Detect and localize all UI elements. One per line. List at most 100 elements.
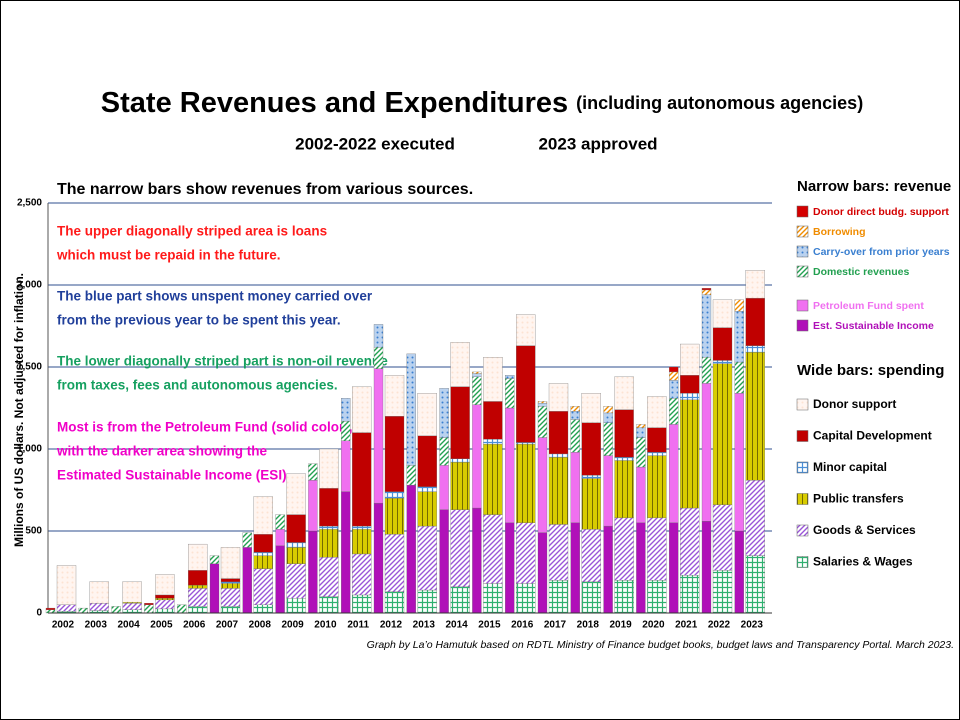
bar-segment bbox=[483, 401, 503, 440]
bar-segment bbox=[417, 589, 437, 614]
bar-segment bbox=[701, 288, 712, 291]
bar-segment bbox=[220, 583, 241, 589]
bar-segment bbox=[155, 594, 175, 599]
bar-segment bbox=[472, 404, 482, 509]
bar-segment bbox=[537, 437, 548, 533]
bar-segment bbox=[439, 465, 449, 510]
bar-segment bbox=[505, 375, 515, 379]
title-line: State Revenues and Expenditures (includin… bbox=[101, 87, 863, 119]
bar-segment bbox=[701, 357, 712, 384]
bar-segment bbox=[286, 542, 306, 548]
bar-segment bbox=[636, 424, 646, 428]
bar-segment bbox=[614, 409, 634, 458]
bar-segment bbox=[352, 553, 372, 596]
x-tick-label: 2010 bbox=[314, 620, 337, 631]
bar-segment bbox=[220, 578, 241, 582]
bar-segment bbox=[341, 420, 351, 441]
bar-segment bbox=[548, 453, 569, 458]
bar-segment bbox=[450, 461, 470, 510]
bar-segment bbox=[472, 376, 482, 405]
legend-swatch bbox=[796, 556, 809, 568]
bar-segment bbox=[286, 563, 306, 599]
bar-segment bbox=[253, 552, 273, 556]
legend-title: Wide bars: spending bbox=[797, 362, 944, 379]
bar-segment bbox=[581, 529, 601, 582]
bar-segment bbox=[384, 534, 405, 592]
bar-segment bbox=[472, 371, 482, 374]
bar-segment bbox=[45, 607, 56, 610]
x-tick-label: 2013 bbox=[413, 620, 436, 631]
legend-label: Donor direct budg. support bbox=[813, 206, 949, 218]
bar-segment bbox=[712, 570, 733, 614]
bar-segment bbox=[712, 360, 733, 364]
bar-segment bbox=[308, 463, 318, 481]
annotation: The lower diagonally striped part is non… bbox=[57, 354, 388, 369]
y-tick-label: 0 bbox=[36, 608, 42, 619]
bar-segment bbox=[603, 406, 613, 414]
bar-segment bbox=[636, 427, 646, 438]
bar-segment bbox=[319, 488, 339, 527]
bar-segment bbox=[450, 586, 470, 614]
annotation: from the previous year to be spent this … bbox=[57, 313, 341, 328]
bar-segment bbox=[384, 416, 405, 492]
bar-segment bbox=[647, 580, 667, 614]
bar-segment bbox=[505, 522, 515, 614]
bar-segment bbox=[581, 393, 601, 423]
bar-segment bbox=[647, 455, 667, 519]
bar-segment bbox=[548, 383, 569, 412]
bar-segment bbox=[516, 443, 536, 523]
bar-segment bbox=[373, 368, 384, 504]
bar-segment bbox=[56, 604, 77, 612]
bar-segment bbox=[636, 437, 646, 468]
legend-label: Donor support bbox=[813, 397, 896, 411]
bar-segment bbox=[450, 342, 470, 387]
bar-segment bbox=[548, 457, 569, 525]
legend-label: Petroleum Fund spent bbox=[813, 300, 924, 312]
bar-segment bbox=[701, 521, 712, 614]
bar-segment bbox=[537, 402, 548, 407]
bar-segment bbox=[450, 509, 470, 587]
bar-segment bbox=[647, 452, 667, 456]
bar-segment bbox=[319, 529, 339, 558]
bar-segment bbox=[417, 525, 437, 591]
x-tick-label: 2016 bbox=[511, 620, 534, 631]
bar-segment bbox=[516, 314, 536, 346]
y-tick-label: 2,500 bbox=[17, 198, 42, 209]
bar-segment bbox=[155, 574, 175, 596]
bar-segment bbox=[253, 555, 273, 569]
annotation: with the darker area showing the bbox=[56, 444, 268, 459]
x-tick-label: 2023 bbox=[741, 620, 764, 631]
bar-segment bbox=[680, 575, 700, 614]
bar-segment bbox=[680, 507, 700, 576]
legend-swatch bbox=[796, 205, 809, 218]
bar-segment bbox=[352, 386, 372, 433]
bar-segment bbox=[111, 606, 121, 614]
legend-label: Carry-over from prior years bbox=[813, 246, 950, 258]
bar-segment bbox=[439, 509, 449, 614]
bar-segment bbox=[308, 480, 318, 532]
x-tick-label: 2017 bbox=[544, 620, 567, 631]
bar-segment bbox=[581, 581, 601, 614]
bar-segment bbox=[603, 412, 613, 423]
bar-segment bbox=[384, 375, 405, 417]
bar-segment bbox=[647, 517, 667, 581]
bar-segment bbox=[603, 422, 613, 456]
bar-segment bbox=[406, 484, 416, 614]
bar-segment bbox=[680, 375, 700, 394]
bar-segment bbox=[734, 530, 744, 614]
bar-segment bbox=[570, 419, 580, 453]
x-tick-label: 2015 bbox=[478, 620, 501, 631]
bar-segment bbox=[570, 522, 580, 614]
bar-segment bbox=[188, 543, 208, 571]
x-tick-label: 2022 bbox=[708, 620, 731, 631]
bar-segment bbox=[614, 457, 634, 461]
bar-segment bbox=[516, 442, 536, 445]
legend-label: Capital Development bbox=[813, 429, 932, 443]
bar-segment bbox=[734, 361, 744, 394]
bar-segment bbox=[253, 534, 273, 553]
bar-segment bbox=[286, 473, 306, 515]
bar-segment bbox=[220, 547, 241, 579]
annotation: The upper diagonally striped area is loa… bbox=[57, 224, 327, 239]
bar-segment bbox=[712, 363, 733, 505]
